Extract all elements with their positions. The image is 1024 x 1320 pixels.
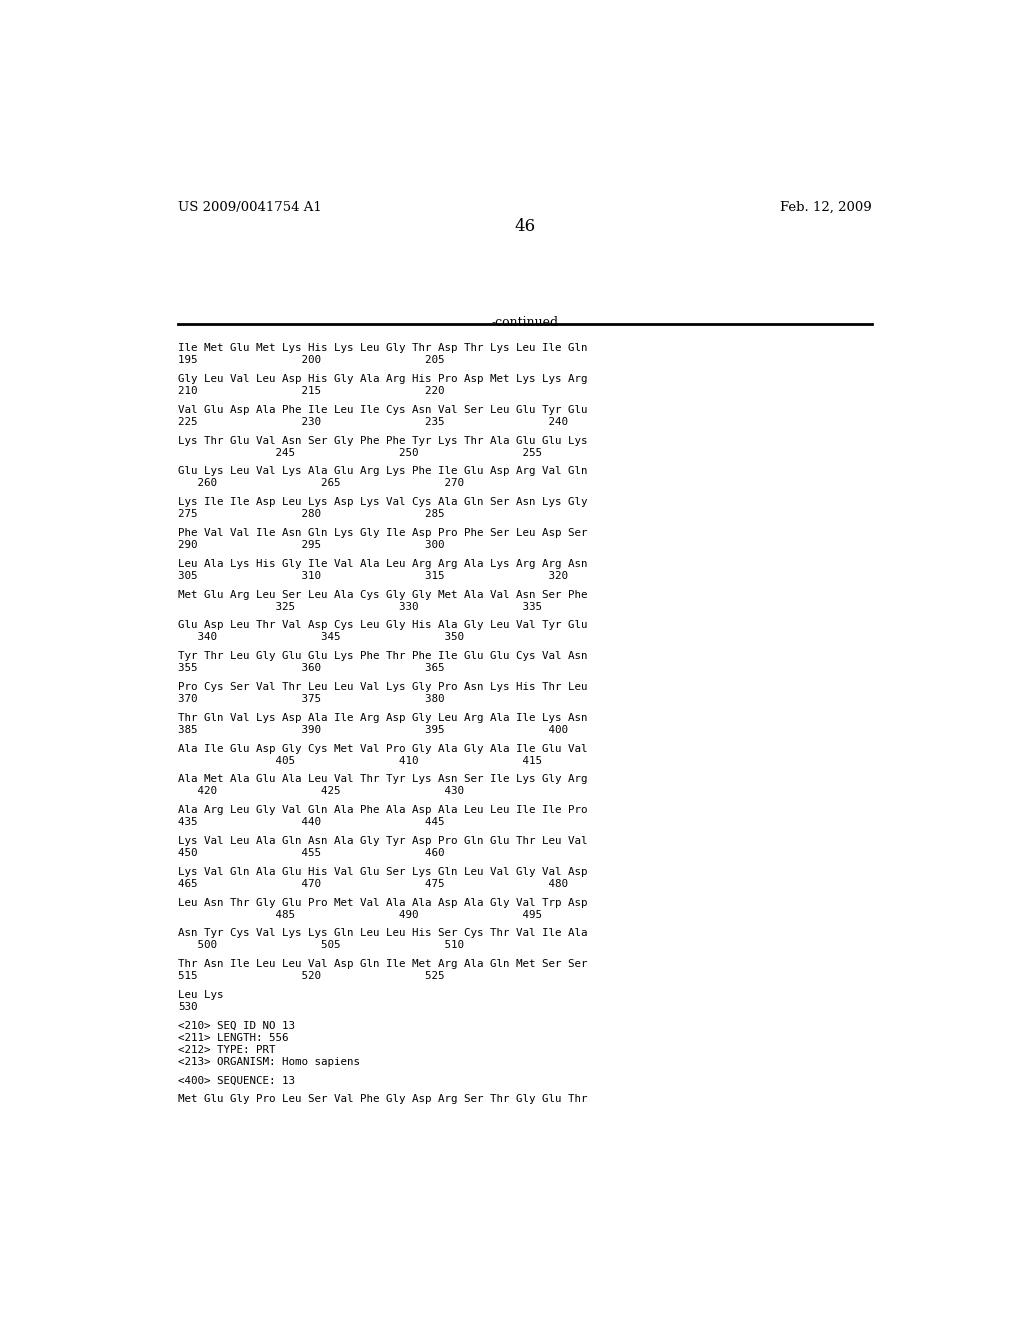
- Text: 340                345                350: 340 345 350: [178, 632, 464, 643]
- Text: Met Glu Arg Leu Ser Leu Ala Cys Gly Gly Met Ala Val Asn Ser Phe: Met Glu Arg Leu Ser Leu Ala Cys Gly Gly …: [178, 590, 588, 599]
- Text: <400> SEQUENCE: 13: <400> SEQUENCE: 13: [178, 1076, 295, 1085]
- Text: Lys Ile Ile Asp Leu Lys Asp Lys Val Cys Ala Gln Ser Asn Lys Gly: Lys Ile Ile Asp Leu Lys Asp Lys Val Cys …: [178, 498, 588, 507]
- Text: Glu Asp Leu Thr Val Asp Cys Leu Gly His Ala Gly Leu Val Tyr Glu: Glu Asp Leu Thr Val Asp Cys Leu Gly His …: [178, 620, 588, 631]
- Text: 225                230                235                240: 225 230 235 240: [178, 417, 568, 426]
- Text: 325                330                335: 325 330 335: [178, 602, 543, 611]
- Text: 245                250                255: 245 250 255: [178, 447, 543, 458]
- Text: Thr Gln Val Lys Asp Ala Ile Arg Asp Gly Leu Arg Ala Ile Lys Asn: Thr Gln Val Lys Asp Ala Ile Arg Asp Gly …: [178, 713, 588, 723]
- Text: 275                280                285: 275 280 285: [178, 510, 444, 519]
- Text: 500                505                510: 500 505 510: [178, 940, 464, 950]
- Text: 290                295                300: 290 295 300: [178, 540, 444, 550]
- Text: Tyr Thr Leu Gly Glu Glu Lys Phe Thr Phe Ile Glu Glu Cys Val Asn: Tyr Thr Leu Gly Glu Glu Lys Phe Thr Phe …: [178, 651, 588, 661]
- Text: Pro Cys Ser Val Thr Leu Leu Val Lys Gly Pro Asn Lys His Thr Leu: Pro Cys Ser Val Thr Leu Leu Val Lys Gly …: [178, 682, 588, 692]
- Text: 450                455                460: 450 455 460: [178, 847, 444, 858]
- Text: Leu Lys: Leu Lys: [178, 990, 224, 1001]
- Text: 370                375                380: 370 375 380: [178, 694, 444, 704]
- Text: 355                360                365: 355 360 365: [178, 663, 444, 673]
- Text: US 2009/0041754 A1: US 2009/0041754 A1: [178, 201, 323, 214]
- Text: 260                265                270: 260 265 270: [178, 478, 464, 488]
- Text: Phe Val Val Ile Asn Gln Lys Gly Ile Asp Pro Phe Ser Leu Asp Ser: Phe Val Val Ile Asn Gln Lys Gly Ile Asp …: [178, 528, 588, 539]
- Text: <213> ORGANISM: Homo sapiens: <213> ORGANISM: Homo sapiens: [178, 1056, 360, 1067]
- Text: Ile Met Glu Met Lys His Lys Leu Gly Thr Asp Thr Lys Leu Ile Gln: Ile Met Glu Met Lys His Lys Leu Gly Thr …: [178, 343, 588, 354]
- Text: Leu Asn Thr Gly Glu Pro Met Val Ala Ala Asp Ala Gly Val Trp Asp: Leu Asn Thr Gly Glu Pro Met Val Ala Ala …: [178, 898, 588, 908]
- Text: 530: 530: [178, 1002, 198, 1012]
- Text: Thr Asn Ile Leu Leu Val Asp Gln Ile Met Arg Ala Gln Met Ser Ser: Thr Asn Ile Leu Leu Val Asp Gln Ile Met …: [178, 960, 588, 969]
- Text: Lys Val Leu Ala Gln Asn Ala Gly Tyr Asp Pro Gln Glu Thr Leu Val: Lys Val Leu Ala Gln Asn Ala Gly Tyr Asp …: [178, 836, 588, 846]
- Text: <210> SEQ ID NO 13: <210> SEQ ID NO 13: [178, 1020, 295, 1031]
- Text: 435                440                445: 435 440 445: [178, 817, 444, 828]
- Text: 485                490                495: 485 490 495: [178, 909, 543, 920]
- Text: Asn Tyr Cys Val Lys Lys Gln Leu Leu His Ser Cys Thr Val Ile Ala: Asn Tyr Cys Val Lys Lys Gln Leu Leu His …: [178, 928, 588, 939]
- Text: 385                390                395                400: 385 390 395 400: [178, 725, 568, 735]
- Text: 305                310                315                320: 305 310 315 320: [178, 570, 568, 581]
- Text: Leu Ala Lys His Gly Ile Val Ala Leu Arg Arg Ala Lys Arg Arg Asn: Leu Ala Lys His Gly Ile Val Ala Leu Arg …: [178, 558, 588, 569]
- Text: <212> TYPE: PRT: <212> TYPE: PRT: [178, 1044, 275, 1055]
- Text: 465                470                475                480: 465 470 475 480: [178, 879, 568, 888]
- Text: Val Glu Asp Ala Phe Ile Leu Ile Cys Asn Val Ser Leu Glu Tyr Glu: Val Glu Asp Ala Phe Ile Leu Ile Cys Asn …: [178, 405, 588, 414]
- Text: <211> LENGTH: 556: <211> LENGTH: 556: [178, 1032, 289, 1043]
- Text: 46: 46: [514, 218, 536, 235]
- Text: Ala Arg Leu Gly Val Gln Ala Phe Ala Asp Ala Leu Leu Ile Ile Pro: Ala Arg Leu Gly Val Gln Ala Phe Ala Asp …: [178, 805, 588, 816]
- Text: -continued: -continued: [492, 317, 558, 329]
- Text: Feb. 12, 2009: Feb. 12, 2009: [780, 201, 872, 214]
- Text: 515                520                525: 515 520 525: [178, 972, 444, 981]
- Text: 195                200                205: 195 200 205: [178, 355, 444, 366]
- Text: 420                425                430: 420 425 430: [178, 787, 464, 796]
- Text: Gly Leu Val Leu Asp His Gly Ala Arg His Pro Asp Met Lys Lys Arg: Gly Leu Val Leu Asp His Gly Ala Arg His …: [178, 374, 588, 384]
- Text: 210                215                220: 210 215 220: [178, 385, 444, 396]
- Text: Glu Lys Leu Val Lys Ala Glu Arg Lys Phe Ile Glu Asp Arg Val Gln: Glu Lys Leu Val Lys Ala Glu Arg Lys Phe …: [178, 466, 588, 477]
- Text: Lys Thr Glu Val Asn Ser Gly Phe Phe Tyr Lys Thr Ala Glu Glu Lys: Lys Thr Glu Val Asn Ser Gly Phe Phe Tyr …: [178, 436, 588, 446]
- Text: Lys Val Gln Ala Glu His Val Glu Ser Lys Gln Leu Val Gly Val Asp: Lys Val Gln Ala Glu His Val Glu Ser Lys …: [178, 867, 588, 876]
- Text: Met Glu Gly Pro Leu Ser Val Phe Gly Asp Arg Ser Thr Gly Glu Thr: Met Glu Gly Pro Leu Ser Val Phe Gly Asp …: [178, 1094, 588, 1105]
- Text: 405                410                415: 405 410 415: [178, 755, 543, 766]
- Text: Ala Ile Glu Asp Gly Cys Met Val Pro Gly Ala Gly Ala Ile Glu Val: Ala Ile Glu Asp Gly Cys Met Val Pro Gly …: [178, 743, 588, 754]
- Text: Ala Met Ala Glu Ala Leu Val Thr Tyr Lys Asn Ser Ile Lys Gly Arg: Ala Met Ala Glu Ala Leu Val Thr Tyr Lys …: [178, 775, 588, 784]
